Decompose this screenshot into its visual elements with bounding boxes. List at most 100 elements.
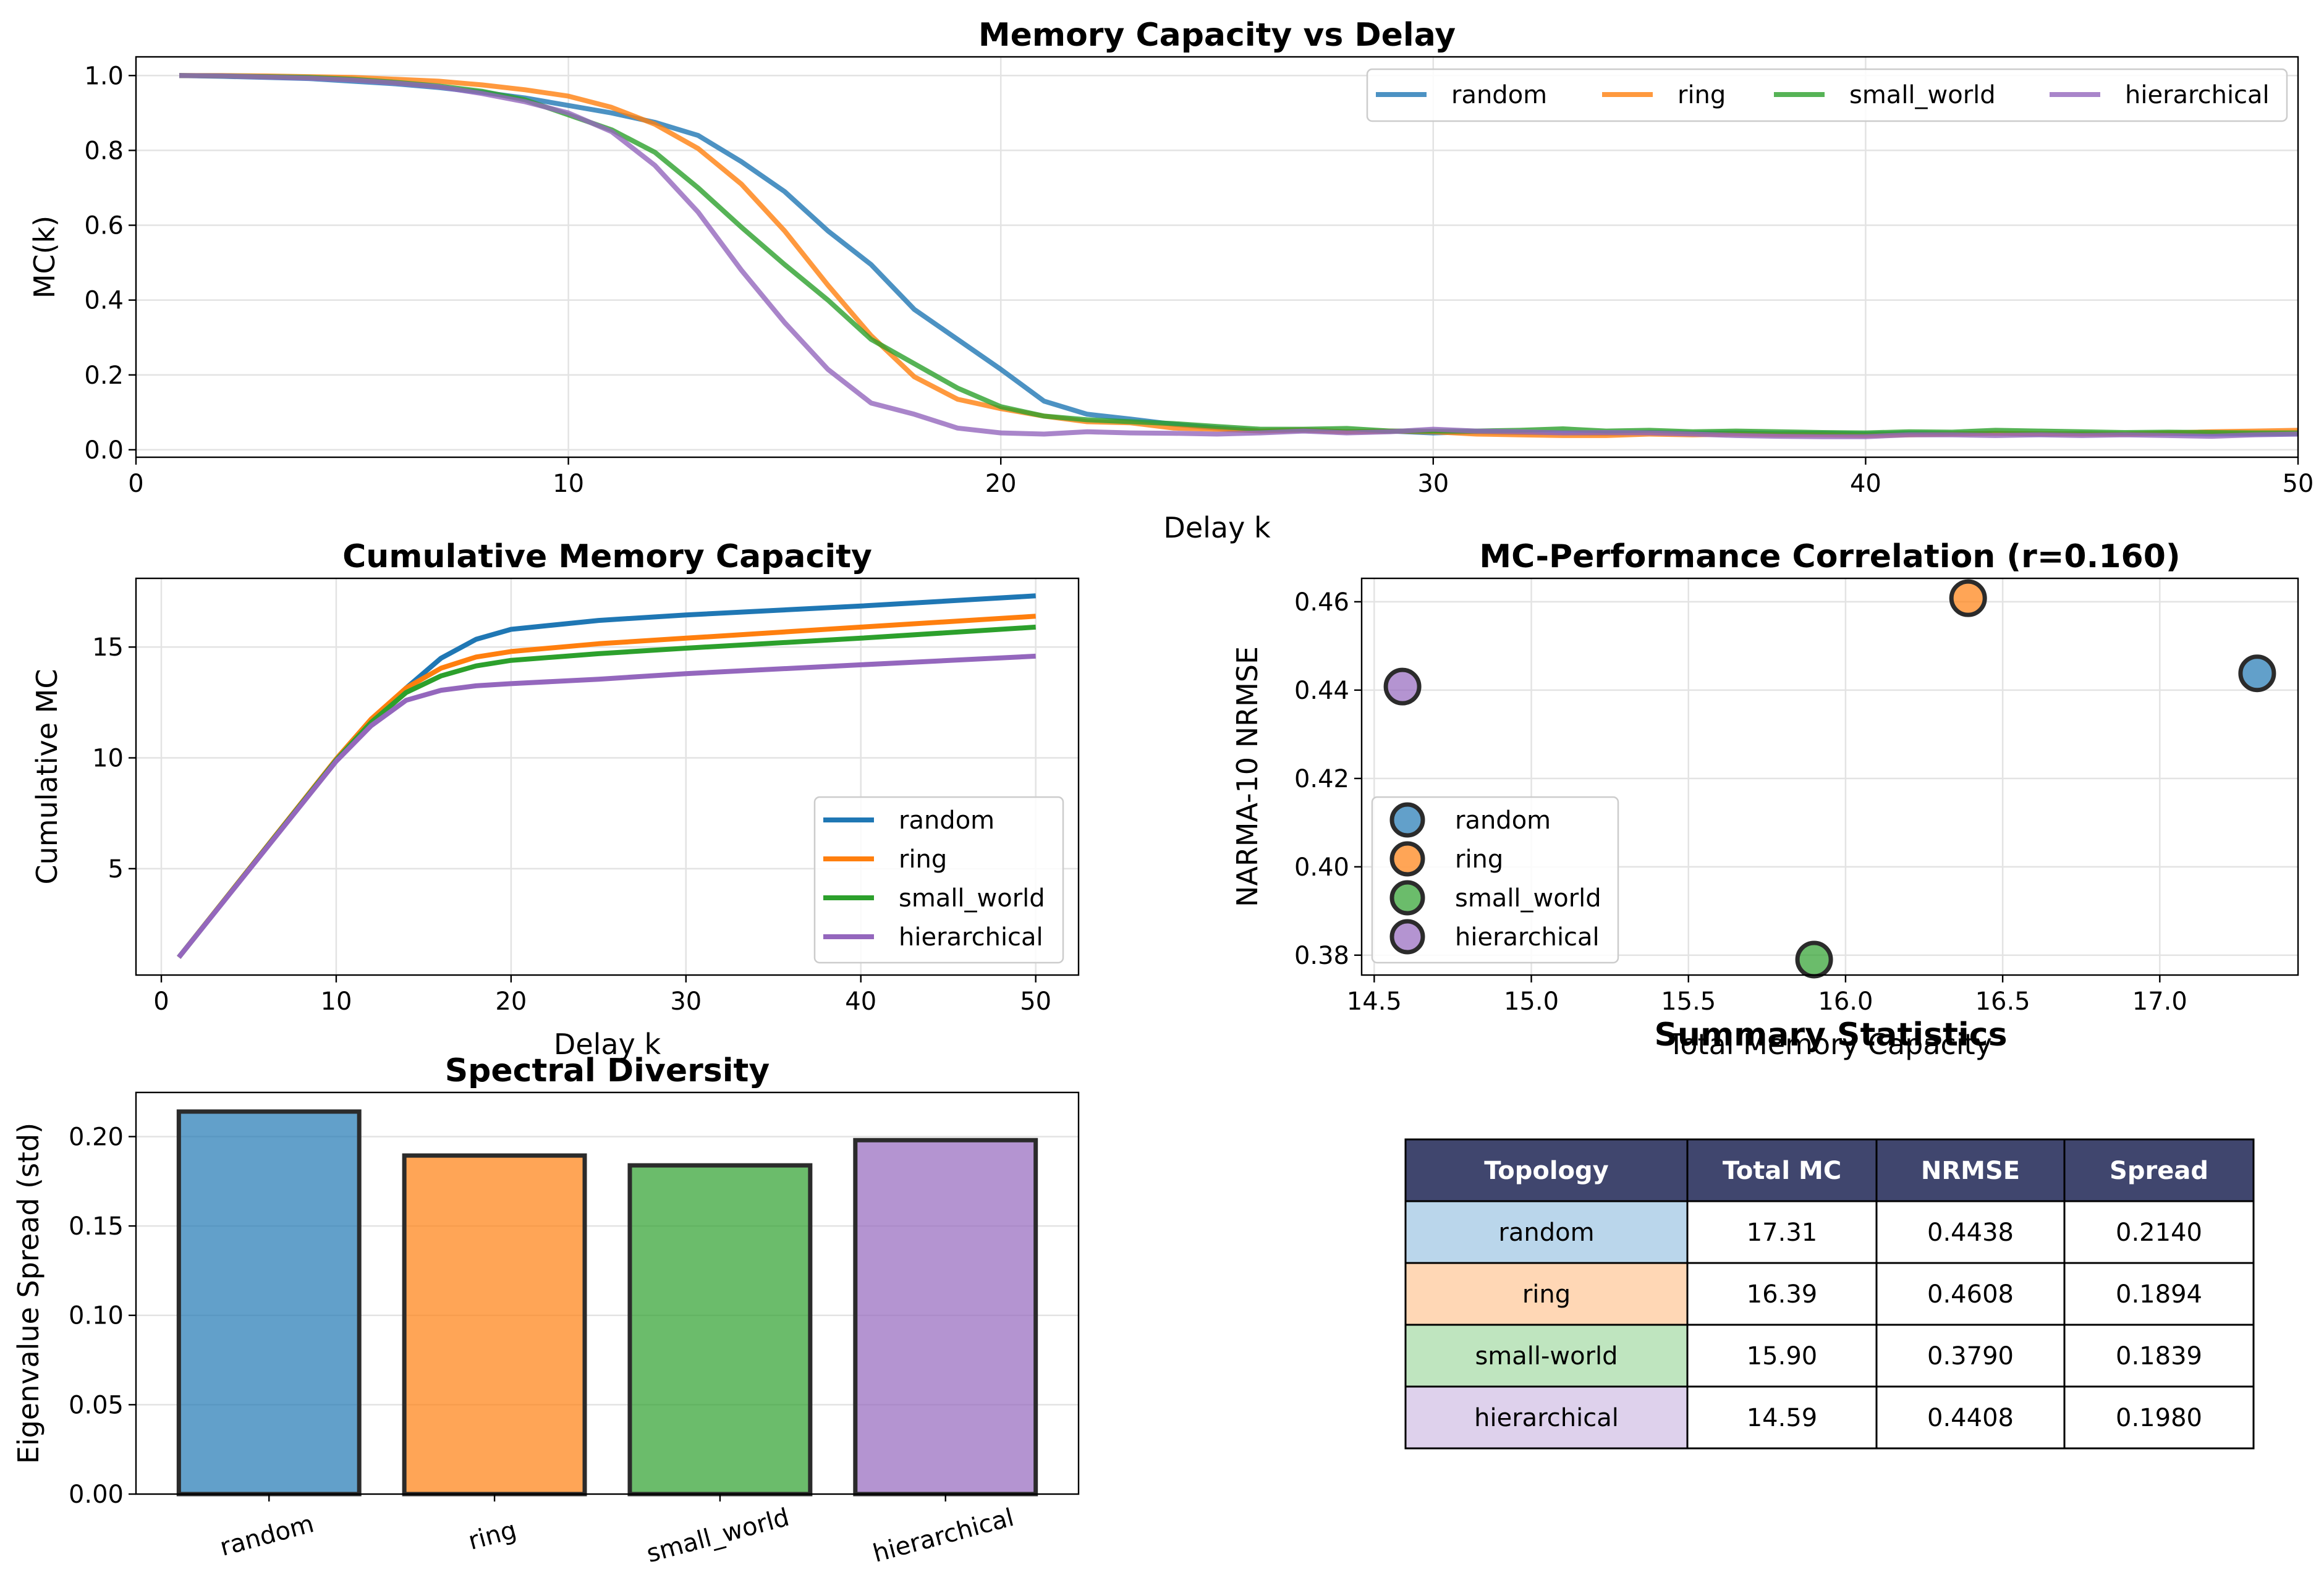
mc-performance-grid [1362, 578, 2298, 975]
table-cell [2063, 1262, 2255, 1326]
cumulative-mc-xtick-label: 20 [495, 987, 527, 1016]
mc-performance-xtick-label: 15.0 [1504, 987, 1559, 1016]
mc-performance-ytick-label: 0.38 [1294, 942, 1349, 970]
ytick-label: 0.00 [69, 1480, 124, 1509]
scatter-point-ring [1949, 579, 1987, 617]
scatter-point-hierarchical [1383, 667, 1422, 706]
cumulative-mc-ytick-label: 10 [92, 745, 124, 773]
table-cell [1404, 1324, 1689, 1388]
legend-label-hierarchical: hierarchical [2125, 81, 2270, 109]
table-cell [1875, 1200, 2066, 1264]
summary-table: Summary Statistics Topology Total MC NRMSE S… [1404, 1016, 2255, 1450]
table-cell-text: 0.4408 [1927, 1404, 2014, 1432]
xtick-label-small_world: small_world [643, 1503, 792, 1569]
legend-label-small_world: small_world [1849, 81, 1996, 109]
cumulative-mc-xlabel: Delay k [554, 1028, 661, 1061]
table-header-cell [1404, 1138, 1689, 1202]
legend-frame [1366, 68, 2288, 122]
cumulative-mc-axes-frame [135, 577, 1080, 976]
mc-performance-ytick-label: 0.44 [1294, 677, 1349, 705]
mc-performance-axes-frame [1360, 577, 2299, 976]
mc-vs-delay-title: Memory Capacity vs Delay [978, 17, 1456, 54]
table-cell-text: 0.3790 [1927, 1342, 2014, 1370]
table-cell-text: 0.2140 [2116, 1218, 2202, 1247]
table-cell-text: 17.31 [1747, 1218, 1818, 1247]
table-header-cell [1686, 1138, 1878, 1202]
mc-performance-chart: 14.5 15.0 15.5 16.0 16.5 17.0 0.38 0.40 0.42 0.44… [1231, 538, 2299, 1061]
xtick-label-hierarchical: hierarchical [870, 1503, 1017, 1568]
legend-label-small_world: small_world [899, 884, 1045, 913]
mc-vs-delay-ytick-label: 0.0 [84, 436, 124, 465]
legend-marker-hierarchical [1389, 919, 1425, 955]
mc-vs-delay-ytick-label: 0.4 [84, 287, 124, 315]
table-cell-text: 14.59 [1747, 1404, 1818, 1432]
table-cell [1875, 1262, 2066, 1326]
mc-performance-ytick-label: 0.46 [1294, 588, 1349, 617]
spectral-diversity-title: Spectral Diversity [445, 1052, 770, 1089]
cumulative-mc-xtick-label: 30 [670, 987, 702, 1016]
table-cell-text: random [1498, 1218, 1594, 1247]
table-cell-text: 0.1839 [2116, 1342, 2202, 1370]
mc-vs-delay-xtick-label: 10 [553, 470, 584, 498]
mc-vs-delay-ytick-label: 1.0 [84, 62, 124, 90]
scatter-point-random [2238, 654, 2276, 693]
mc-performance-title: MC-Performance Correlation (r=0.160) [1479, 538, 2180, 575]
table-cell-text: 0.1980 [2116, 1404, 2202, 1432]
mc-vs-delay-ytick-label: 0.2 [84, 361, 124, 390]
table-cell [1875, 1324, 2066, 1388]
mc-performance-ytick-label: 0.40 [1294, 853, 1349, 882]
table-cell-text: small-world [1475, 1342, 1618, 1370]
legend-marker-random [1389, 802, 1425, 838]
mc-vs-delay-ytick-label: 0.8 [84, 137, 124, 165]
mc-performance-xtick-label: 15.5 [1661, 987, 1716, 1016]
table-cell [1404, 1385, 1689, 1450]
cumulative-mc-chart: 0 10 20 30 40 50 5 10 15 Cumulative Memory Capaci… [30, 538, 1080, 1061]
legend-marker-small_world [1389, 880, 1425, 916]
table-cell [1686, 1200, 1878, 1264]
mc-vs-delay-legend: random ring small_world hierarchical [1366, 68, 2288, 122]
cumulative-mc-title: Cumulative Memory Capacity [342, 538, 872, 575]
ytick-label: 0.05 [69, 1391, 124, 1419]
mc-vs-delay-xlabel: Delay k [1163, 511, 1271, 544]
mc-vs-delay-grid [135, 57, 2299, 457]
mc-vs-delay-xtick-label: 50 [2283, 470, 2314, 498]
table-cell-text: 0.4608 [1927, 1280, 2014, 1309]
legend-label-ring: ring [899, 845, 947, 874]
mc-vs-delay-xtick-label: 20 [985, 470, 1017, 498]
cumulative-mc-xtick-label: 50 [1020, 987, 1051, 1016]
legend-frame [1371, 796, 1619, 964]
xtick-label-ring: ring [465, 1516, 520, 1556]
mc-performance-ylabel: NARMA-10 NRMSE [1231, 646, 1264, 907]
table-header-spread: Spread [2110, 1157, 2208, 1185]
table-cell [1686, 1324, 1878, 1388]
cumulative-mc-xtick-label: 0 [153, 987, 169, 1016]
bar-hierarchical [853, 1138, 1038, 1497]
mc-performance-ytick-label: 0.42 [1294, 765, 1349, 793]
cumulative-mc-ytick-label: 15 [92, 633, 124, 662]
spectral-diversity-chart: random ring small_world hierarchical 0.00 0.0… [12, 1052, 1080, 1569]
cumulative-mc-legend: random ring small_world hierarchical [813, 796, 1064, 964]
table-header-nrmse: NRMSE [1921, 1157, 2020, 1185]
cumulative-mc-xtick-label: 10 [321, 987, 352, 1016]
table-cell [1686, 1262, 1878, 1326]
spectral-diversity-axes-frame [135, 1091, 1080, 1495]
legend-label-random: random [899, 806, 994, 835]
xtick-label-random: random [217, 1510, 317, 1562]
legend-label-random: random [1451, 81, 1547, 109]
bar-small_world [627, 1163, 813, 1497]
legend-label-small_world: small_world [1455, 884, 1601, 913]
mc-performance-xlabel: Total Memory Capacity [1667, 1028, 1992, 1061]
mc-performance-legend: random ring small_world hierarchical [1371, 796, 1619, 964]
legend-label-hierarchical: hierarchical [1455, 923, 1600, 952]
ytick-label: 0.20 [69, 1123, 124, 1151]
table-cell-text: 0.1894 [2116, 1280, 2202, 1309]
cumulative-mc-ylabel: Cumulative MC [30, 669, 64, 885]
bar-random [176, 1109, 362, 1497]
mc-performance-xtick-label: 14.5 [1347, 987, 1402, 1016]
table-cell-text: ring [1522, 1280, 1571, 1309]
bar-ring [402, 1153, 587, 1497]
series-line-hierarchical [177, 653, 1036, 959]
table-cell [1875, 1385, 2066, 1450]
table-cell-text: 0.4438 [1927, 1218, 2014, 1247]
legend-label-ring: ring [1677, 81, 1726, 109]
